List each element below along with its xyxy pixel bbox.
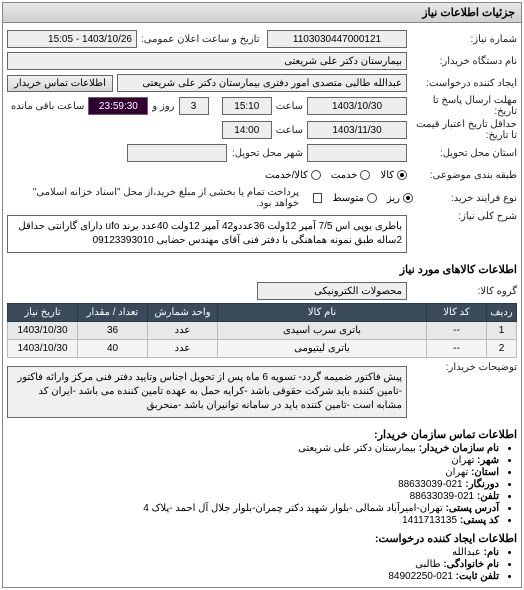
th-idx: ردیف — [487, 304, 517, 322]
number-field — [267, 30, 407, 48]
table-cell: -- — [427, 322, 487, 340]
creator-field — [117, 74, 407, 92]
deadline-time-field — [222, 97, 272, 115]
contact-item: نام خانوادگی: طالبی — [7, 559, 499, 570]
city-field — [127, 144, 227, 162]
validity-time-field — [222, 121, 272, 139]
buytype-radio-med[interactable]: متوسط — [332, 193, 376, 204]
th-name: نام کالا — [218, 304, 427, 322]
table-cell: 1 — [487, 322, 517, 340]
validity-time-label: ساعت — [272, 125, 307, 136]
note-label: توضیحات خریدار: — [407, 362, 517, 373]
panel-title: جزئیات اطلاعات نیاز — [3, 3, 521, 23]
contact-title-2: اطلاعات ایجاد کننده درخواست: — [7, 532, 517, 545]
th-date: تاریخ نیاز — [8, 304, 78, 322]
deadline-time-label: ساعت — [272, 101, 307, 112]
row-buytype: نوع فرایند خرید: ریز متوسط پرداخت تمام ی… — [7, 187, 517, 209]
unit-radios: کالا خدمت کالا/خدمت — [265, 170, 407, 181]
row-desc: شرح کلی نیاز: باطری یوپی اس 7/5 آمپر 12و… — [7, 211, 517, 257]
group-field — [257, 282, 407, 300]
province-field — [307, 144, 407, 162]
row-number: شماره نیاز: تاریخ و ساعت اعلان عمومی: — [7, 29, 517, 49]
table-cell: 36 — [78, 322, 148, 340]
pubdate-field — [7, 30, 137, 48]
row-unit: طبقه بندی موضوعی: کالا خدمت کالا/خدمت — [7, 165, 517, 185]
validity-date-field — [307, 121, 407, 139]
pubdate-label: تاریخ و ساعت اعلان عمومی: — [137, 34, 264, 45]
form-body: شماره نیاز: تاریخ و ساعت اعلان عمومی: نا… — [3, 23, 521, 587]
table-row[interactable]: 2--باتری لیتیومیعدد401403/10/30 — [8, 340, 517, 358]
validity-label: حداقل تاریخ اعتبار قیمت تا تاریخ: — [407, 119, 517, 141]
contact-item: نام سازمان خریدار: بیمارستان دکتر علی شر… — [7, 443, 499, 454]
table-cell: باتری سرب اسیدی — [218, 322, 427, 340]
deadline-label: مهلت ارسال پاسخ تا تاریخ: — [407, 95, 517, 117]
table-row[interactable]: 1--باتری سرب اسیدیعدد361403/10/30 — [8, 322, 517, 340]
province-label: استان محل تحویل: — [407, 148, 517, 159]
radio-icon — [367, 193, 377, 203]
row-group: گروه کالا: — [7, 281, 517, 301]
contact-item: استان: تهران — [7, 467, 499, 478]
table-cell: 40 — [78, 340, 148, 358]
table-cell: 2 — [487, 340, 517, 358]
unit-radio-kala[interactable]: کالا — [380, 170, 407, 181]
unit-radio-both[interactable]: کالا/خدمت — [265, 170, 321, 181]
th-qty: تعداد / مقدار — [78, 304, 148, 322]
unit-radio-khedmat[interactable]: خدمت — [331, 170, 371, 181]
radio-icon — [397, 170, 407, 180]
remain-time-field — [88, 97, 148, 115]
contact-item: نام: عبدالله — [7, 547, 499, 558]
row-validity: حداقل تاریخ اعتبار قیمت تا تاریخ: ساعت — [7, 119, 517, 141]
desc-box: باطری یوپی اس 7/5 آمپر 12ولت 36عددو42 آم… — [7, 215, 407, 253]
desc-label: شرح کلی نیاز: — [407, 211, 517, 222]
deadline-date-field — [307, 97, 407, 115]
group-label: گروه کالا: — [407, 286, 517, 297]
remain-label: ساعت باقی مانده — [7, 101, 88, 112]
items-table: ردیف کد کالا نام کالا واحد شمارش تعداد /… — [7, 303, 517, 358]
table-cell: باتری لیتیومی — [218, 340, 427, 358]
radio-icon — [403, 193, 413, 203]
note-box: پیش فاکتور ضمیمه گردد- تسویه 6 ماه پس از… — [7, 366, 407, 418]
table-cell: 1403/10/30 — [8, 322, 78, 340]
contact-item: دورنگار: 021-88633039 — [7, 479, 499, 490]
radio-icon — [360, 170, 370, 180]
table-header-row: ردیف کد کالا نام کالا واحد شمارش تعداد /… — [8, 304, 517, 322]
row-deadline: مهلت ارسال پاسخ تا تاریخ: ساعت روز و ساع… — [7, 95, 517, 117]
row-note: توضیحات خریدار: پیش فاکتور ضمیمه گردد- ت… — [7, 362, 517, 422]
contacts-list-1: نام سازمان خریدار: بیمارستان دکتر علی شر… — [7, 443, 517, 526]
contacts-list-2: نام: عبداللهنام خانوادگی: طالبیتلفن ثابت… — [7, 547, 517, 582]
table-cell: عدد — [148, 340, 218, 358]
contact-item: تلفن: 021-88633039 — [7, 491, 499, 502]
items-header: اطلاعات کالاهای مورد نیاز — [400, 263, 517, 276]
creator-label: ایجاد کننده درخواست: — [407, 78, 517, 89]
days-label: روز و — [148, 101, 178, 112]
contact-item: شهر: تهران — [7, 455, 499, 466]
table-cell: 1403/10/30 — [8, 340, 78, 358]
buytype-radios: ریز متوسط پرداخت تمام یا بخشی از مبلغ خر… — [7, 187, 413, 209]
number-label: شماره نیاز: — [407, 34, 517, 45]
days-field — [179, 97, 209, 115]
city-label: شهر محل تحویل: — [227, 148, 307, 159]
contact-item: تلفن ثابت: 021-84902250 — [7, 571, 499, 582]
orgname-field — [7, 52, 407, 70]
details-panel: جزئیات اطلاعات نیاز شماره نیاز: تاریخ و … — [2, 2, 522, 588]
unit-label: طبقه بندی موضوعی: — [407, 170, 517, 181]
contact-item: کد پستی: 1411713135 — [7, 515, 499, 526]
items-header-row: اطلاعات کالاهای مورد نیاز — [7, 259, 517, 279]
row-province: استان محل تحویل: شهر محل تحویل: — [7, 143, 517, 163]
pay-note: پرداخت تمام یا بخشی از مبلغ خرید،از محل … — [7, 187, 303, 209]
row-creator: ایجاد کننده درخواست: اطلاعات تماس خریدار — [7, 73, 517, 93]
table-cell: -- — [427, 340, 487, 358]
pay-checkbox[interactable] — [313, 193, 322, 203]
orgname-label: نام دستگاه خریدار: — [407, 56, 517, 67]
contact-title-1: اطلاعات تماس سازمان خریدار: — [7, 428, 517, 441]
buytype-radio-riz[interactable]: ریز — [387, 193, 413, 204]
th-unit: واحد شمارش — [148, 304, 218, 322]
radio-icon — [311, 170, 321, 180]
th-code: کد کالا — [427, 304, 487, 322]
row-orgname: نام دستگاه خریدار: — [7, 51, 517, 71]
table-cell: عدد — [148, 322, 218, 340]
contact-button[interactable]: اطلاعات تماس خریدار — [7, 75, 113, 92]
buytype-label: نوع فرایند خرید: — [413, 193, 517, 204]
contact-item: آدرس پستی: تهران-امیرآباد شمالی -بلوار ش… — [7, 503, 499, 514]
